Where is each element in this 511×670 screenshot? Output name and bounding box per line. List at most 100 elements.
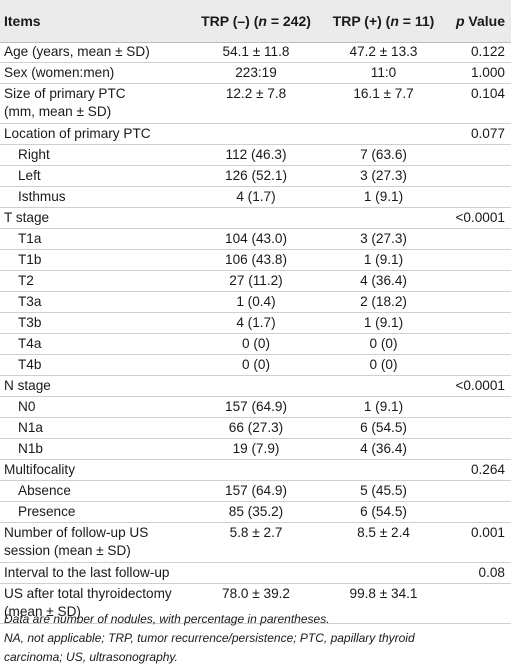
row-label: T3a [0,291,188,314]
table-row: Right 112 (46.3) 7 (63.6) [0,144,511,167]
cell-p-value [443,480,511,503]
table-row: N0 157 (64.9) 1 (9.1) [0,396,511,419]
cell-trp-positive: 47.2 ± 13.3 [324,42,443,64]
table-row: Sex (women:men) 223:19 11:0 1.000 [0,62,511,85]
table-row: Isthmus 4 (1.7) 1 (9.1) [0,186,511,209]
table-row: Left 126 (52.1) 3 (27.3) [0,165,511,188]
cell-trp-negative: 126 (52.1) [188,165,324,188]
cell-p-value: <0.0001 [443,207,511,230]
cell-trp-positive: 1 (9.1) [324,312,443,335]
table-row: Absence 157 (64.9) 5 (45.5) [0,480,511,503]
table-row: N stage <0.0001 [0,375,511,398]
cell-p-value: 0.077 [443,123,511,146]
cell-p-value [443,186,511,209]
table-row: N1b 19 (7.9) 4 (36.4) [0,438,511,461]
cell-p-value [443,228,511,251]
header-trp-negative: TRP (–) (n = 242) [188,0,324,43]
cell-trp-negative [188,459,324,482]
cell-trp-negative: 4 (1.7) [188,186,324,209]
table-row: Location of primary PTC 0.077 [0,123,511,146]
cell-trp-positive: 0 (0) [324,333,443,356]
row-label: Left [0,165,188,188]
cell-trp-negative: 54.1 ± 11.8 [188,42,324,64]
cell-trp-positive: 3 (27.3) [324,228,443,251]
cell-trp-positive: 0 (0) [324,354,443,377]
cell-p-value [443,501,511,524]
cell-trp-positive: 2 (18.2) [324,291,443,314]
row-label: Number of follow-up US session (mean ± SD… [0,522,188,564]
cell-p-value: 0.08 [443,562,511,585]
cell-trp-negative: 85 (35.2) [188,501,324,524]
cell-trp-positive: 1 (9.1) [324,396,443,419]
cell-trp-positive: 7 (63.6) [324,144,443,167]
row-label: T4b [0,354,188,377]
row-label: Right [0,144,188,167]
cell-trp-negative: 78.0 ± 39.2 [188,583,324,625]
row-label: N1a [0,417,188,440]
cell-p-value: 0.104 [443,83,511,125]
cell-p-value [443,165,511,188]
row-label: N0 [0,396,188,419]
cell-p-value: 0.264 [443,459,511,482]
row-label: Age (years, mean ± SD) [0,42,188,64]
table-row: Interval to the last follow-up 0.08 [0,562,511,585]
table-row: N1a 66 (27.3) 6 (54.5) [0,417,511,440]
header-trp-positive: TRP (+) (n = 11) [324,0,443,43]
table-row: T2 27 (11.2) 4 (36.4) [0,270,511,293]
cell-trp-positive [324,562,443,585]
cell-p-value [443,333,511,356]
table-row: Presence 85 (35.2) 6 (54.5) [0,501,511,524]
table-footnotes: Data are number of nodules, with percent… [4,610,504,667]
cell-trp-negative: 157 (64.9) [188,396,324,419]
table-row: Size of primary PTC (mm, mean ± SD) 12.2 ±… [0,83,511,125]
cell-trp-positive: 4 (36.4) [324,438,443,461]
cell-p-value [443,354,511,377]
cell-trp-positive: 3 (27.3) [324,165,443,188]
row-label: Interval to the last follow-up [0,562,188,585]
cell-trp-negative [188,123,324,146]
cell-trp-negative: 104 (43.0) [188,228,324,251]
cell-trp-positive: 1 (9.1) [324,186,443,209]
cell-trp-positive [324,459,443,482]
row-label: Location of primary PTC [0,123,188,146]
table-row: Multifocality 0.264 [0,459,511,482]
cell-trp-negative: 1 (0.4) [188,291,324,314]
table-row: T4a 0 (0) 0 (0) [0,333,511,356]
cell-trp-negative: 0 (0) [188,333,324,356]
table-row: T stage <0.0001 [0,207,511,230]
cell-p-value [443,396,511,419]
row-label: T stage [0,207,188,230]
table-row: T3b 4 (1.7) 1 (9.1) [0,312,511,335]
table-row: Age (years, mean ± SD) 54.1 ± 11.8 47.2 ± … [0,42,511,64]
table-row: T1a 104 (43.0) 3 (27.3) [0,228,511,251]
cell-trp-negative: 27 (11.2) [188,270,324,293]
cell-trp-positive [324,123,443,146]
cell-trp-negative: 106 (43.8) [188,249,324,272]
cell-trp-positive: 5 (45.5) [324,480,443,503]
cell-p-value: 0.122 [443,42,511,64]
row-label: T1b [0,249,188,272]
cell-p-value [443,249,511,272]
cell-trp-negative: 5.8 ± 2.7 [188,522,324,564]
cell-trp-negative: 0 (0) [188,354,324,377]
table-row: T1b 106 (43.8) 1 (9.1) [0,249,511,272]
cell-trp-positive: 11:0 [324,62,443,85]
cell-trp-negative [188,207,324,230]
cell-p-value [443,270,511,293]
cell-p-value [443,291,511,314]
cell-p-value [443,583,511,625]
cell-trp-negative: 112 (46.3) [188,144,324,167]
cell-trp-negative: 19 (7.9) [188,438,324,461]
footnote-line: NA, not applicable; TRP, tumor recurrenc… [4,631,415,645]
footnote-line: carcinoma; US, ultrasonography. [4,650,178,664]
row-label: T2 [0,270,188,293]
cell-trp-positive: 99.8 ± 34.1 [324,583,443,625]
cell-p-value: <0.0001 [443,375,511,398]
cell-trp-positive: 8.5 ± 2.4 [324,522,443,564]
row-label: T3b [0,312,188,335]
cell-p-value: 0.001 [443,522,511,564]
cell-p-value: 1.000 [443,62,511,85]
cell-trp-negative [188,562,324,585]
row-label: T1a [0,228,188,251]
